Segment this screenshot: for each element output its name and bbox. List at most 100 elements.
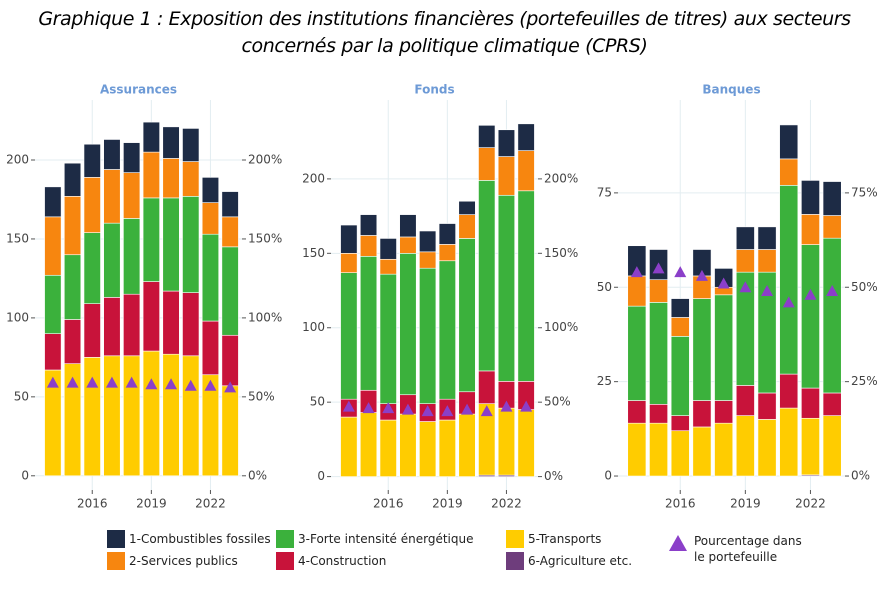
percentage-marker xyxy=(480,405,493,417)
percentage-marker xyxy=(674,266,687,278)
y-tick-label: 0 xyxy=(317,469,325,483)
x-tick-label: 2022 xyxy=(491,497,522,511)
legend-label: 6-Agriculture etc. xyxy=(528,554,633,568)
percentage-marker xyxy=(184,379,197,391)
percentage-marker xyxy=(204,379,217,391)
y-tick-label: 200 xyxy=(6,153,29,167)
bar-segment xyxy=(438,223,456,245)
page-title: Graphique 1 : Exposition des institution… xyxy=(38,8,851,57)
percentage-marker xyxy=(224,381,237,393)
x-tick-label: 2022 xyxy=(195,497,226,511)
percentage-marker xyxy=(630,266,643,278)
bar-segment xyxy=(63,162,82,197)
percentage-marker xyxy=(125,376,138,388)
panel-title: Banques xyxy=(702,83,760,97)
bar-segment xyxy=(517,123,535,151)
percentage-marker xyxy=(804,288,817,300)
y-tick-label: 75 xyxy=(597,185,612,199)
bar-segment xyxy=(757,226,777,250)
legend-swatch xyxy=(668,534,688,555)
legend-item: 4-Construction xyxy=(276,552,386,570)
percentage-marker xyxy=(86,376,99,388)
y-tick-label: 150 xyxy=(302,246,325,260)
legend-item: 3-Forte intensité énergétique xyxy=(276,530,473,548)
legend-label: 5-Transports xyxy=(528,532,602,546)
panel-title: Fonds xyxy=(414,83,454,97)
bar-segment xyxy=(670,298,690,318)
y2-tick-label: 100% xyxy=(248,310,282,324)
percentage-marker xyxy=(165,378,178,390)
y-tick-label: 100 xyxy=(6,310,29,324)
percentage-marker xyxy=(782,296,795,308)
y2-tick-label: 0% xyxy=(248,468,267,482)
percentage-marker xyxy=(421,405,434,417)
legend-label: 2-Services publics xyxy=(129,554,238,568)
legend-label: Pourcentage dans le portefeuille xyxy=(694,534,802,564)
legend-swatch xyxy=(506,530,524,548)
bar-segment xyxy=(497,129,516,157)
y2-tick-label: 75% xyxy=(851,185,878,199)
bar-segment xyxy=(103,139,121,170)
y-tick-label: 150 xyxy=(6,231,29,245)
x-tick-label: 2016 xyxy=(665,497,696,511)
percentage-marker xyxy=(652,262,665,274)
legend-swatch xyxy=(107,552,125,570)
x-tick-label: 2019 xyxy=(730,497,761,511)
bar-segment xyxy=(359,214,378,236)
percentage-marker xyxy=(826,285,839,297)
y2-tick-label: 150% xyxy=(248,231,282,245)
percentage-marker xyxy=(362,402,375,414)
percentage-marker xyxy=(105,376,118,388)
percentage-marker xyxy=(761,285,774,297)
bar-segment xyxy=(201,177,220,203)
y-tick-label: 0 xyxy=(604,469,612,483)
percentage-marker xyxy=(500,400,513,412)
bar-segment xyxy=(162,126,180,159)
bar-segment xyxy=(379,238,397,260)
bar-segment xyxy=(123,142,141,173)
bar-segment xyxy=(221,191,239,218)
bar-segment xyxy=(419,230,437,253)
legend-item: 2-Services publics xyxy=(107,552,238,570)
legend-item: 5-Transports xyxy=(506,530,601,548)
y2-tick-label: 25% xyxy=(851,374,878,388)
percentage-marker xyxy=(382,402,395,414)
y-tick-label: 100 xyxy=(302,320,325,334)
y2-tick-label: 100% xyxy=(544,320,578,334)
legend-swatch xyxy=(506,552,524,570)
bar-segment xyxy=(801,180,820,215)
x-tick-label: 2022 xyxy=(795,497,826,511)
percentage-marker xyxy=(520,400,533,412)
y-tick-label: 25 xyxy=(597,374,612,388)
bar-segment xyxy=(399,214,417,238)
y2-tick-label: 50% xyxy=(851,280,878,294)
y-tick-label: 50 xyxy=(597,280,612,294)
y-tick-label: 50 xyxy=(14,389,29,403)
y2-tick-label: 50% xyxy=(544,395,571,409)
legend-label: 1-Combustibles fossiles xyxy=(129,532,271,546)
bar-segment xyxy=(44,186,62,218)
legend-item: 6-Agriculture etc. xyxy=(506,552,632,570)
bar-segment xyxy=(340,224,358,254)
percentage-marker xyxy=(441,405,454,417)
x-tick-label: 2019 xyxy=(136,497,167,511)
legend-label: 3-Forte intensité énergétique xyxy=(298,532,474,546)
legend-swatch xyxy=(276,552,294,570)
bar-segment xyxy=(822,181,842,216)
y2-tick-label: 50% xyxy=(248,389,275,403)
bar-segment xyxy=(779,124,799,160)
bar-segment xyxy=(478,125,496,148)
y2-tick-label: 0% xyxy=(544,469,563,483)
percentage-marker xyxy=(461,403,474,415)
x-tick-label: 2019 xyxy=(432,497,463,511)
y-tick-label: 0 xyxy=(21,468,29,482)
percentage-marker xyxy=(145,378,158,390)
y2-tick-label: 150% xyxy=(544,246,578,260)
y2-tick-label: 200% xyxy=(248,153,282,167)
legend-item: 1-Combustibles fossiles xyxy=(107,530,271,548)
bar-segment xyxy=(83,143,101,178)
panel-title: Assurances xyxy=(100,83,177,97)
y-tick-label: 50 xyxy=(310,395,325,409)
